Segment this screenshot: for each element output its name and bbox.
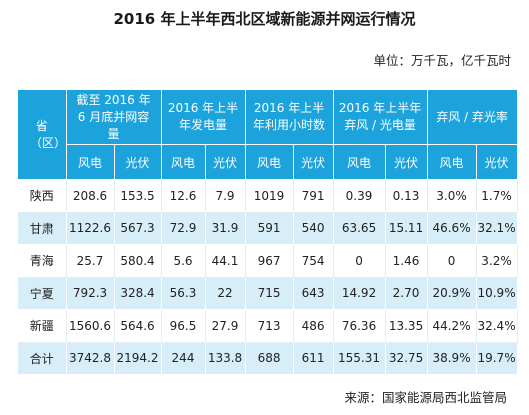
- sub-header-wind: 风电: [66, 144, 115, 180]
- header-curtail-rate: 弃风 / 弃光率: [427, 90, 518, 145]
- table-cell: 715: [245, 277, 294, 310]
- table-cell: 3.2%: [476, 244, 518, 278]
- table-cell: 244: [161, 342, 206, 375]
- table-cell: 12.6: [161, 179, 206, 213]
- header-hours: 2016 年上半年利用小时数: [245, 90, 334, 145]
- table-cell: 564.6: [114, 309, 162, 343]
- table-cell: 44.1: [205, 244, 246, 278]
- region-cell: 陕西: [18, 179, 67, 213]
- table-cell: 208.6: [66, 179, 115, 213]
- table-row: 甘肃 1122.6 567.3 72.9 31.9 591 540 63.65 …: [18, 212, 518, 245]
- table-cell: 688: [245, 342, 294, 375]
- table-cell: 19.7%: [476, 342, 518, 375]
- table-cell: 22: [205, 277, 246, 310]
- table-cell: 1560.6: [66, 309, 115, 343]
- table-row: 青海 25.7 580.4 5.6 44.1 967 754 0 1.46 0 …: [18, 244, 518, 278]
- data-table: 省（区） 截至 2016 年 6 月底并网容量 2016 年上半年发电量 201…: [18, 90, 518, 375]
- table-cell: 0.39: [333, 179, 386, 213]
- table-cell: 5.6: [161, 244, 206, 278]
- sub-header-wind: 风电: [161, 144, 206, 180]
- table-cell: 32.1%: [476, 212, 518, 245]
- table-cell: 27.9: [205, 309, 246, 343]
- unit-note: 单位：万千瓦，亿千瓦时: [373, 53, 511, 68]
- table-cell: 792.3: [66, 277, 115, 310]
- sub-header-wind: 风电: [427, 144, 477, 180]
- table-cell: 0: [333, 244, 386, 278]
- table-cell: 32.75: [385, 342, 428, 375]
- table-cell: 14.92: [333, 277, 386, 310]
- table-cell: 643: [293, 277, 334, 310]
- table-cell: 611: [293, 342, 334, 375]
- table-cell: 7.9: [205, 179, 246, 213]
- region-cell: 合计: [18, 342, 67, 375]
- table-cell: 1122.6: [66, 212, 115, 245]
- table-cell: 32.4%: [476, 309, 518, 343]
- sub-header-solar: 光伏: [293, 144, 334, 180]
- region-cell: 宁夏: [18, 277, 67, 310]
- table-cell: 713: [245, 309, 294, 343]
- table-cell: 0.13: [385, 179, 428, 213]
- table-cell: 791: [293, 179, 334, 213]
- table-cell: 2194.2: [114, 342, 162, 375]
- table-cell: 754: [293, 244, 334, 278]
- table-cell: 72.9: [161, 212, 206, 245]
- table-cell: 15.11: [385, 212, 428, 245]
- table-cell: 96.5: [161, 309, 206, 343]
- source-note: 来源：国家能源局西北监管局: [344, 390, 507, 405]
- table-row: 宁夏 792.3 328.4 56.3 22 715 643 14.92 2.7…: [18, 277, 518, 310]
- table-cell: 580.4: [114, 244, 162, 278]
- table-cell: 2.70: [385, 277, 428, 310]
- page-title: 2016 年上半年西北区域新能源并网运行情况: [113, 10, 416, 28]
- table-cell: 328.4: [114, 277, 162, 310]
- sub-header-solar: 光伏: [205, 144, 246, 180]
- table-cell: 153.5: [114, 179, 162, 213]
- table-cell: 155.31: [333, 342, 386, 375]
- table-cell: 25.7: [66, 244, 115, 278]
- table-cell: 56.3: [161, 277, 206, 310]
- table-cell: 1.46: [385, 244, 428, 278]
- total-row: 合计 3742.8 2194.2 244 133.8 688 611 155.3…: [18, 342, 518, 375]
- table-cell: 133.8: [205, 342, 246, 375]
- header-generation: 2016 年上半年发电量: [161, 90, 246, 145]
- table-cell: 13.35: [385, 309, 428, 343]
- sub-header-wind: 风电: [245, 144, 294, 180]
- header-capacity: 截至 2016 年 6 月底并网容量: [66, 90, 162, 145]
- sub-header-solar: 光伏: [385, 144, 428, 180]
- table-cell: 1.7%: [476, 179, 518, 213]
- region-cell: 新疆: [18, 309, 67, 343]
- table-row: 新疆 1560.6 564.6 96.5 27.9 713 486 76.36 …: [18, 309, 518, 343]
- region-cell: 青海: [18, 244, 67, 278]
- table-cell: 591: [245, 212, 294, 245]
- table-cell: 38.9%: [427, 342, 477, 375]
- table-cell: 31.9: [205, 212, 246, 245]
- table-cell: 1019: [245, 179, 294, 213]
- table-cell: 540: [293, 212, 334, 245]
- table-cell: 567.3: [114, 212, 162, 245]
- header-curtailed: 2016 年上半年弃风 / 光电量: [333, 90, 428, 145]
- table-cell: 76.36: [333, 309, 386, 343]
- sub-header-solar: 光伏: [476, 144, 518, 180]
- sub-header-solar: 光伏: [114, 144, 162, 180]
- table-cell: 3.0%: [427, 179, 477, 213]
- sub-header-wind: 风电: [333, 144, 386, 180]
- table-cell: 967: [245, 244, 294, 278]
- table-cell: 10.9%: [476, 277, 518, 310]
- table-cell: 44.2%: [427, 309, 477, 343]
- table-cell: 3742.8: [66, 342, 115, 375]
- table-cell: 63.65: [333, 212, 386, 245]
- table-cell: 20.9%: [427, 277, 477, 310]
- header-region: 省（区）: [18, 90, 67, 180]
- table-cell: 0: [427, 244, 477, 278]
- table-row: 陕西 208.6 153.5 12.6 7.9 1019 791 0.39 0.…: [18, 179, 518, 213]
- region-cell: 甘肃: [18, 212, 67, 245]
- table-cell: 46.6%: [427, 212, 477, 245]
- table-cell: 486: [293, 309, 334, 343]
